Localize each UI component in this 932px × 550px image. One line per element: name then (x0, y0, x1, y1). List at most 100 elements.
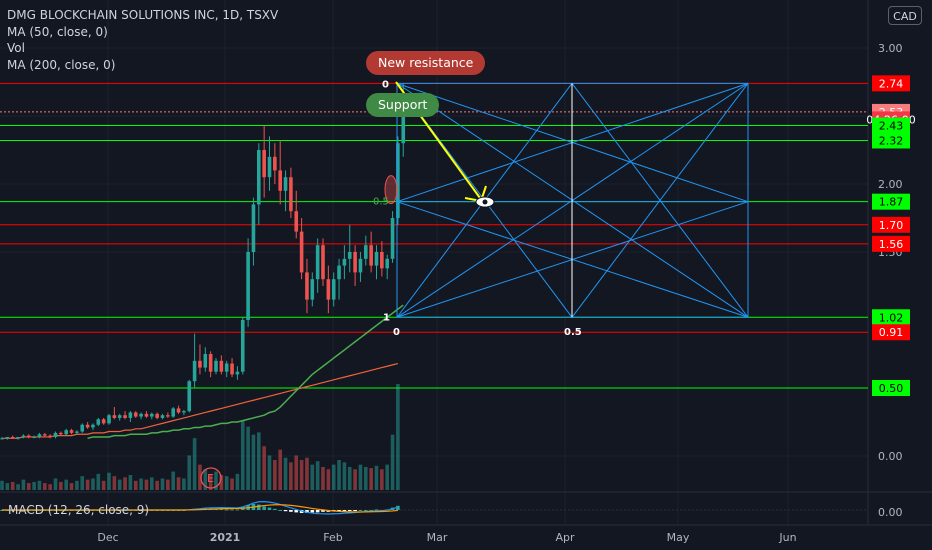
candle-body[interactable] (150, 413, 154, 417)
candle-body[interactable] (278, 170, 282, 191)
candle-body[interactable] (251, 204, 256, 252)
candle-body[interactable] (101, 419, 106, 424)
candle-body[interactable] (0, 438, 4, 440)
candle-body[interactable] (337, 265, 341, 280)
candle-body[interactable] (123, 415, 127, 418)
candle-body[interactable] (75, 431, 79, 433)
candle-body[interactable] (187, 381, 192, 412)
ma50-line[interactable] (87, 304, 404, 440)
fib-ellipse[interactable] (384, 175, 398, 205)
currency-badge[interactable]: CAD (888, 6, 922, 25)
earnings-event-icon[interactable] (200, 467, 222, 489)
candle-body[interactable] (219, 360, 224, 372)
candle-body[interactable] (144, 413, 149, 417)
indicator-ma50-label[interactable]: MA (50, close, 0) (7, 24, 108, 39)
candle-body[interactable] (192, 360, 197, 382)
candle-body[interactable] (262, 150, 266, 178)
candle-body[interactable] (176, 408, 181, 413)
indicator-ma200-label[interactable]: MA (200, close, 0) (7, 57, 116, 72)
ma200-line[interactable] (2, 362, 399, 439)
candle-body[interactable] (10, 436, 15, 439)
candle-body[interactable] (37, 434, 42, 437)
candle-body[interactable] (96, 419, 101, 425)
candle-body[interactable] (380, 252, 384, 269)
candle-body[interactable] (80, 424, 85, 432)
candle-body[interactable] (257, 150, 261, 205)
price-badge[interactable] (872, 75, 910, 92)
candle-body[interactable] (331, 279, 336, 300)
candle-body[interactable] (283, 177, 288, 191)
candle-body[interactable] (155, 413, 159, 418)
candle-body[interactable] (390, 218, 395, 259)
candle-body[interactable] (171, 408, 175, 417)
candle-body[interactable] (21, 435, 26, 437)
indicator-vol-label[interactable]: Vol (7, 41, 25, 55)
candle-body[interactable] (133, 412, 138, 417)
candle-body[interactable] (53, 432, 58, 437)
candle-body[interactable] (315, 245, 320, 280)
candle-body[interactable] (69, 430, 74, 433)
candle-body[interactable] (139, 413, 143, 417)
candle-body[interactable] (385, 258, 389, 269)
candle-body[interactable] (91, 424, 95, 428)
candle-body[interactable] (160, 415, 165, 418)
price-badge[interactable] (872, 193, 910, 210)
price-badge[interactable] (872, 117, 910, 134)
price-badge[interactable] (872, 324, 910, 341)
candle-body[interactable] (230, 363, 234, 375)
candle-body[interactable] (273, 156, 277, 171)
candle-body[interactable] (5, 436, 10, 439)
candle-body[interactable] (321, 245, 325, 280)
candle-body[interactable] (107, 415, 111, 424)
price-badge[interactable] (872, 309, 910, 326)
candle-body[interactable] (240, 320, 245, 372)
candle-body[interactable] (208, 354, 213, 372)
candle-body[interactable] (32, 436, 36, 438)
candle-body[interactable] (310, 279, 315, 300)
candle-body[interactable] (401, 111, 406, 144)
candle-body[interactable] (358, 258, 363, 273)
symbol-title[interactable]: DMG BLOCKCHAIN SOLUTIONS INC, 1D, TSXV (7, 8, 279, 22)
candle-body[interactable] (117, 415, 122, 418)
candle-body[interactable] (369, 245, 373, 266)
candle-body[interactable] (289, 177, 293, 212)
candle-body[interactable] (342, 258, 347, 266)
candle-body[interactable] (26, 435, 31, 437)
support-callout[interactable]: Support (366, 93, 440, 117)
candle-body[interactable] (214, 360, 218, 372)
candle-body[interactable] (364, 245, 368, 259)
candle-body[interactable] (224, 363, 229, 372)
candle-body[interactable] (59, 432, 63, 435)
candle-body[interactable] (305, 272, 309, 300)
candle-body[interactable] (267, 156, 272, 178)
price-badge[interactable] (872, 132, 910, 149)
candle-body[interactable] (198, 360, 202, 368)
candle-body[interactable] (16, 436, 20, 439)
new-resistance-callout[interactable]: New resistance (366, 51, 486, 75)
candle-body[interactable] (353, 252, 357, 273)
price-badge[interactable] (872, 216, 910, 233)
candle-body[interactable] (112, 415, 117, 418)
candle-body[interactable] (347, 252, 352, 259)
candle-body[interactable] (64, 430, 68, 435)
candle-body[interactable] (166, 415, 170, 417)
candle-body[interactable] (294, 211, 299, 232)
candle-body[interactable] (299, 231, 304, 273)
candle-body[interactable] (43, 434, 47, 436)
price-badge[interactable] (872, 235, 910, 252)
macd-signal-line[interactable] (2, 504, 398, 513)
candle-body[interactable] (326, 279, 331, 300)
price-badge[interactable] (872, 380, 910, 396)
candle-body[interactable] (246, 252, 250, 320)
candle-body[interactable] (203, 354, 208, 368)
candle-body[interactable] (128, 412, 133, 418)
candle-body[interactable] (396, 143, 400, 218)
candle-body[interactable] (85, 424, 90, 428)
candle-body[interactable] (374, 252, 379, 266)
candle-body[interactable] (48, 435, 52, 437)
candle-body[interactable] (182, 411, 186, 413)
macd-indicator-label[interactable]: MACD (12, 26, close, 9) (8, 503, 150, 517)
candle-body[interactable] (235, 371, 240, 375)
